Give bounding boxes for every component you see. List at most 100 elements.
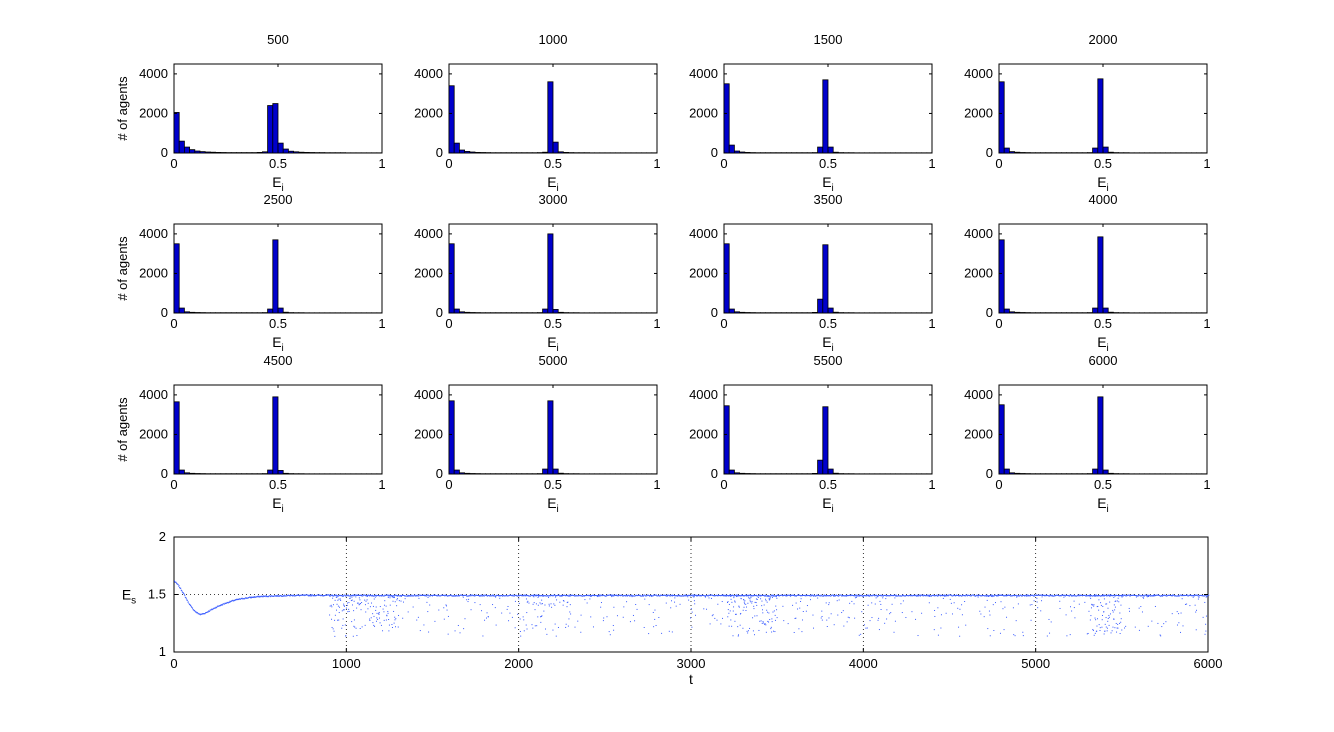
data-point: [810, 595, 813, 597]
data-point: [386, 594, 388, 596]
data-point: [872, 594, 875, 596]
data-point: [747, 594, 749, 596]
data-point: [494, 595, 496, 597]
data-point: [646, 595, 648, 597]
data-point: [939, 595, 942, 597]
data-point: [968, 594, 971, 596]
data-point: [197, 612, 199, 614]
data-point: [803, 594, 805, 596]
data-point: [682, 595, 684, 597]
data-point: [1049, 594, 1051, 596]
data-point: [727, 616, 729, 618]
data-point: [1117, 594, 1119, 596]
data-point: [446, 605, 448, 607]
x-tick-label: 0: [445, 477, 452, 492]
data-point: [651, 595, 653, 597]
histogram-bar: [209, 151, 216, 154]
data-point: [556, 595, 558, 597]
data-point: [614, 594, 616, 596]
data-point: [347, 602, 349, 604]
data-point: [970, 595, 972, 597]
data-point: [787, 623, 789, 625]
data-point: [289, 595, 291, 597]
data-point: [952, 594, 955, 596]
x-axis-label-subscript: i: [832, 183, 834, 194]
data-point: [821, 615, 823, 617]
data-point: [470, 609, 472, 611]
data-point: [659, 595, 661, 597]
data-point: [954, 595, 956, 597]
data-point: [875, 594, 877, 596]
data-point: [739, 624, 741, 626]
data-point: [1167, 594, 1169, 596]
x-tick-label: 0.5: [544, 316, 562, 331]
y-tick-label: 0: [436, 305, 443, 320]
data-point: [374, 594, 376, 596]
data-point: [1104, 623, 1106, 625]
data-point: [275, 595, 277, 597]
data-point: [859, 594, 861, 596]
data-point: [1180, 612, 1182, 614]
data-point: [899, 595, 902, 597]
y-tick-label: 4000: [139, 66, 168, 81]
data-point: [255, 596, 257, 598]
data-point: [1129, 595, 1131, 597]
data-point: [790, 594, 793, 596]
data-point: [1111, 630, 1113, 632]
x-axis-label: Ei: [822, 495, 834, 515]
x-axis-label-main: E: [547, 495, 556, 511]
data-point: [839, 594, 842, 596]
data-point: [573, 595, 575, 597]
y-tick-label: 4000: [414, 387, 443, 402]
data-point: [879, 594, 881, 596]
data-point: [601, 595, 603, 597]
data-point: [435, 594, 437, 596]
data-point: [1090, 597, 1092, 599]
data-point: [231, 600, 233, 602]
data-point: [203, 613, 205, 615]
x-tick-label: 1: [1203, 316, 1210, 331]
data-point: [620, 594, 622, 596]
data-point: [908, 595, 910, 597]
data-point: [179, 587, 181, 589]
data-point: [525, 594, 527, 596]
data-point: [325, 594, 327, 596]
data-point: [528, 602, 530, 604]
data-point: [821, 595, 824, 597]
data-point: [932, 594, 934, 596]
data-point: [747, 632, 749, 634]
y-tick-label: 1: [159, 644, 166, 659]
data-point: [1000, 594, 1002, 596]
data-point: [854, 597, 856, 599]
data-point: [580, 631, 582, 633]
data-point: [959, 594, 962, 596]
data-point: [487, 616, 489, 618]
data-point: [506, 595, 509, 597]
data-point: [985, 594, 987, 596]
data-point: [562, 595, 564, 597]
data-point: [1033, 600, 1035, 602]
data-point: [720, 595, 722, 597]
data-point: [853, 595, 855, 597]
data-point: [277, 594, 279, 596]
histogram-bar: [563, 152, 570, 154]
data-point: [263, 595, 265, 597]
data-point: [623, 606, 625, 608]
data-point: [175, 581, 177, 583]
data-point: [301, 594, 303, 596]
data-point: [179, 587, 181, 589]
data-point: [710, 594, 713, 596]
data-point: [912, 594, 915, 596]
data-point: [565, 595, 567, 597]
data-point: [1069, 634, 1071, 636]
histogram-bar: [723, 83, 730, 154]
data-point: [1106, 603, 1108, 605]
data-point: [594, 594, 596, 596]
data-point: [845, 594, 847, 596]
data-point: [294, 595, 296, 597]
data-point: [383, 595, 385, 597]
data-point: [760, 595, 762, 597]
data-point: [1112, 626, 1114, 628]
data-point: [861, 595, 863, 597]
data-point: [1203, 595, 1206, 597]
